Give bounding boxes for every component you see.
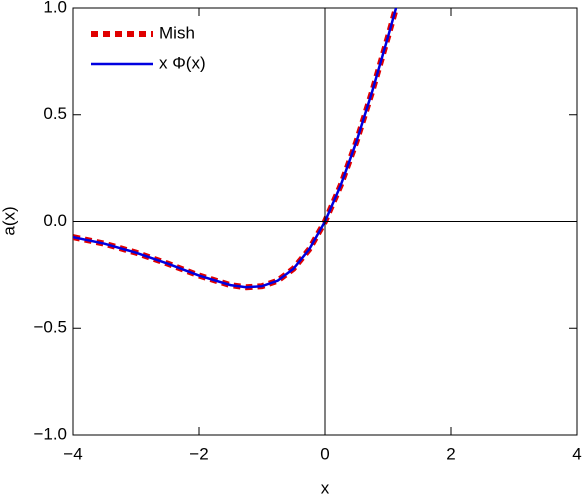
x-tick-label: 4 <box>572 444 581 463</box>
y-tick-label: 1.0 <box>43 0 67 16</box>
y-tick-label: 0.5 <box>43 104 67 123</box>
x-axis-label: x <box>321 478 330 497</box>
legend-label: x Φ(x) <box>159 53 206 72</box>
plot-area <box>73 8 400 291</box>
x-tick-label: 0 <box>320 444 329 463</box>
x-tick-label: −2 <box>189 444 208 463</box>
series-line <box>73 8 400 291</box>
y-tick-label: −1.0 <box>33 424 67 443</box>
y-tick-label: −0.5 <box>33 318 67 337</box>
series-line <box>73 8 398 289</box>
x-tick-label: −4 <box>63 444 82 463</box>
y-tick-label: 0.0 <box>43 211 67 230</box>
x-tick-label: 2 <box>446 444 455 463</box>
legend-label: Mish <box>159 23 195 42</box>
y-axis-label: a(x) <box>0 206 18 235</box>
